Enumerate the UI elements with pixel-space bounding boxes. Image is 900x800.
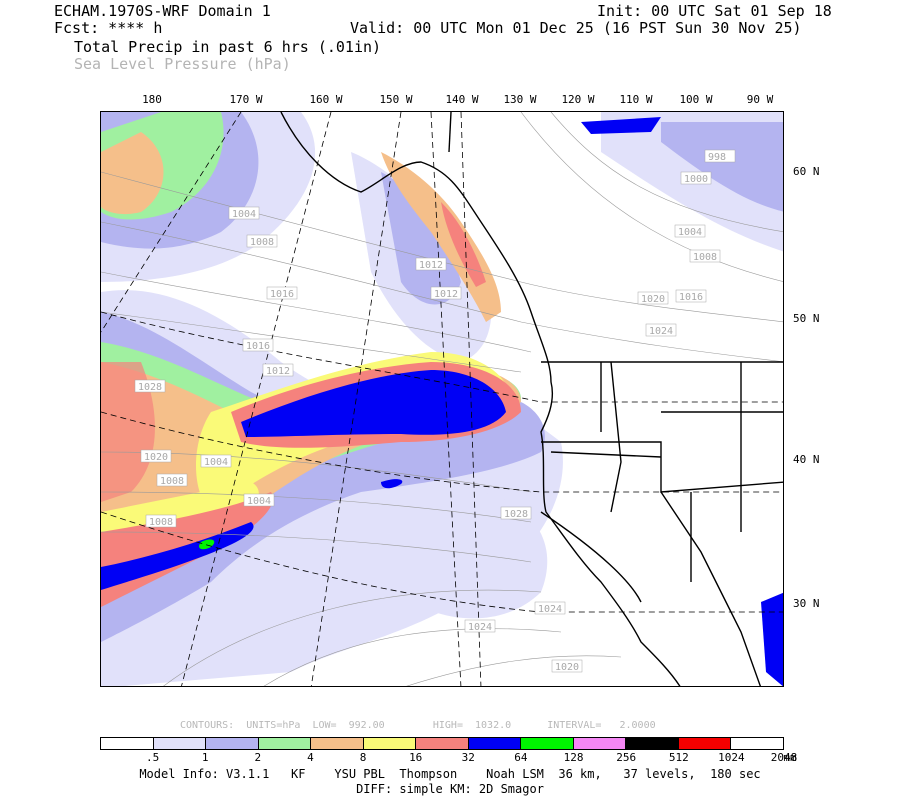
pressure-label: 1008 [693,252,717,263]
precip-core-blue [761,592,783,686]
pressure-label: 1012 [434,289,458,300]
lon-label: 140 W [445,93,479,106]
pressure-label: 1016 [246,341,270,352]
pressure-labels: 998 1000 1004 1008 1004 1008 1012 1016 1… [134,149,736,673]
isobars [101,112,783,686]
precip-core-green [199,539,215,550]
colorbar-label: 8 [359,751,367,764]
pressure-label: 1024 [468,622,492,633]
precip-band-pale [401,492,548,619]
pressure-label: 1020 [555,662,579,673]
precip-map: 998 1000 1004 1008 1004 1008 1012 1016 1… [100,111,784,687]
pressure-label: 1012 [266,366,290,377]
colorbar-label: 2048 [770,751,798,764]
lon-label: 120 W [561,93,595,106]
pressure-label: 1024 [538,604,562,615]
colorbar-swatch [626,738,679,749]
precip-band-salmon [101,362,155,502]
precip-core-blue [381,479,403,489]
pressure-label: 1016 [679,292,703,303]
valid-time: Valid: 00 UTC Mon 01 Dec 25 (16 PST Sun … [350,19,802,37]
colorbar-swatch [101,738,154,749]
colorbar-swatch [678,738,732,749]
colorbar-label: 16 [409,751,423,764]
precip-coastal [441,202,486,287]
pressure-label: 1004 [232,209,256,220]
pressure-label: 1004 [247,496,271,507]
pressure-label: 1028 [504,509,528,520]
precip-core-blue [581,117,661,134]
lat-label: 40 N [793,453,820,466]
graticule [101,112,783,686]
colorbar-swatch [468,738,522,749]
colorbar-swatch [416,738,469,749]
colorbar-swatch [311,738,364,749]
lon-label: 150 W [379,93,413,106]
colorbar-swatch [153,738,207,749]
colorbar-label: 64 [514,751,528,764]
field-slp-title: Sea Level Pressure (hPa) [74,55,291,73]
lon-label: 160 W [309,93,343,106]
colorbar-label: 128 [563,751,584,764]
colorbar-label: 1 [201,751,209,764]
pressure-label: 1012 [419,260,443,271]
pressure-label: 1004 [204,457,228,468]
pressure-label: 1000 [684,174,708,185]
colorbar-swatch [731,738,783,749]
model-title: ECHAM.1970S-WRF Domain 1 [54,2,271,20]
model-info: Model Info: V3.1.1 KF YSU PBL Thompson N… [139,767,761,781]
colorbar-label: 512 [668,751,689,764]
lon-label: 180 [142,93,162,106]
precip-band-lavender [661,122,783,212]
lon-label: 90 W [746,93,774,106]
precip-core-blue [241,370,506,437]
pressure-label: 998 [708,152,726,163]
colorbar-label: 1024 [718,751,745,764]
lon-label: 110 W [619,93,653,106]
diff-info: DIFF: simple KM: 2D Smagor [356,782,544,796]
precip-core-blue [101,522,254,590]
colorbar-swatch [521,738,574,749]
pressure-label: 1004 [678,227,702,238]
precip-band-orange [101,132,164,215]
pressure-label: 1024 [649,326,673,337]
colorbar-label: 2 [254,751,262,764]
contour-info: CONTOURS: UNITS=hPa LOW= 992.00 HIGH= 10… [180,720,656,731]
colorbar-swatch [258,738,312,749]
lon-label: 170 W [229,93,263,106]
pressure-label: 1028 [138,382,162,393]
lat-label: 30 N [793,597,820,610]
lat-label: 60 N [793,165,820,178]
colorbar-label: .5 [145,751,160,764]
init-time: Init: 00 UTC Sat 01 Sep 18 [597,2,832,20]
pressure-label: 1008 [250,237,274,248]
pressure-label: 1016 [270,289,294,300]
colorbar-swatch [206,738,259,749]
precip-coastal [381,152,501,322]
forecast-hour: Fcst: **** h [54,19,163,37]
colorbar-swatch [363,738,417,749]
lon-label: 100 W [679,93,713,106]
colorbar-label: 32 [461,751,475,764]
colorbar-units: mm [783,751,797,764]
map-graphic: 998 1000 1004 1008 1004 1008 1012 1016 1… [101,112,783,686]
pressure-label: 1008 [160,476,184,487]
precip-band-lavender [381,172,461,305]
pressure-label: 1008 [149,517,173,528]
coastline [280,112,783,686]
lon-label: 130 W [503,93,537,106]
pressure-label: 1020 [641,294,665,305]
pressure-label: 1020 [144,452,168,463]
colorbar-swatch [573,738,627,749]
colorbar [100,737,784,750]
field-precip-title: Total Precip in past 6 hrs (.01in) [74,38,382,56]
colorbar-label: 4 [307,751,314,764]
lat-label: 50 N [793,312,820,325]
colorbar-label: 256 [616,751,637,764]
